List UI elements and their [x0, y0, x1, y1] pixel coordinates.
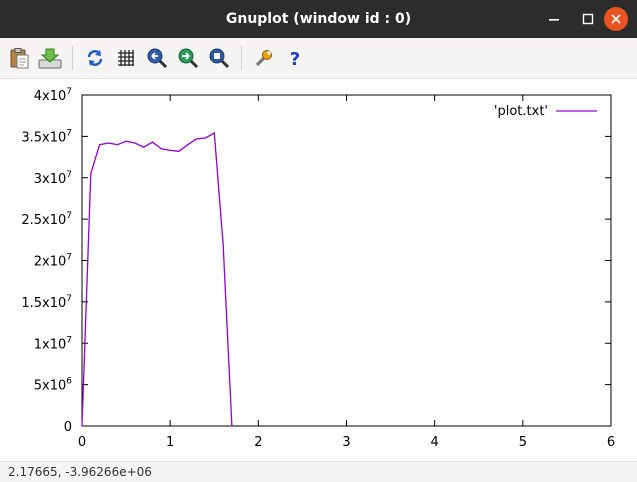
export-download-icon — [38, 48, 62, 69]
x-tick-label: 1 — [166, 435, 174, 450]
toolbar-separator — [72, 46, 73, 70]
x-tick-label: 2 — [254, 435, 262, 450]
close-button[interactable] — [604, 7, 628, 31]
series-group — [81, 132, 233, 427]
zoom-next-icon — [178, 48, 199, 69]
minimize-icon — [549, 19, 559, 21]
x-axis: 0 1 2 3 4 5 6 — [78, 95, 615, 450]
wrench-icon — [255, 50, 272, 67]
zoom-previous-button[interactable] — [145, 46, 169, 70]
maximize-button[interactable] — [578, 9, 598, 29]
data-point — [222, 243, 224, 245]
refresh-icon — [87, 50, 103, 66]
x-tick-label: 0 — [78, 435, 86, 450]
y-tick-label: 1.5x107 — [21, 294, 72, 311]
autoscale-icon — [209, 48, 230, 69]
data-point — [143, 146, 145, 148]
data-point — [178, 150, 180, 152]
data-point — [90, 173, 92, 175]
zoom-previous-icon — [147, 48, 168, 69]
data-point — [231, 425, 233, 427]
copy-to-clipboard-button[interactable] — [7, 46, 31, 70]
y-tick-label: 3x107 — [34, 170, 72, 187]
mouse-coordinates: 2.17665, -3.96266e+06 — [8, 465, 152, 479]
y-tick-label: 4x107 — [34, 87, 72, 104]
help-icon: ? — [290, 49, 300, 68]
data-point — [151, 141, 154, 143]
data-point — [213, 132, 215, 134]
data-point — [187, 144, 189, 146]
series-line — [81, 132, 233, 427]
data-point — [81, 425, 83, 427]
data-point — [107, 142, 110, 144]
title-bar: Gnuplot (window id : 0) — [0, 0, 637, 38]
y-tick-label: 1x107 — [34, 335, 72, 352]
y-tick-label: 5x106 — [34, 377, 73, 394]
toolbar-separator — [241, 46, 242, 70]
minimize-button[interactable] — [544, 9, 564, 29]
x-tick-label: 3 — [342, 435, 350, 450]
data-point — [169, 149, 171, 152]
y-axis: 0 5x106 1x107 1.5x107 2x107 2.5x107 3x107 3.5x1… — [21, 87, 611, 435]
data-point — [160, 148, 162, 150]
status-bar: 2.17665, -3.96266e+06 — [0, 461, 637, 482]
grid-icon — [118, 50, 134, 66]
replot-button[interactable] — [83, 46, 107, 70]
y-tick-label: 2.5x107 — [21, 211, 72, 228]
data-point — [134, 142, 136, 144]
data-point — [99, 144, 101, 146]
y-tick-label: 3.5x107 — [21, 128, 72, 145]
plot-area[interactable]: 0 5x106 1x107 1.5x107 2x107 2.5x107 3x107 3.5x1… — [0, 79, 637, 461]
legend-label: 'plot.txt' — [494, 104, 548, 119]
window-title: Gnuplot (window id : 0) — [225, 11, 412, 27]
y-tick-label: 0 — [64, 420, 72, 435]
settings-button[interactable] — [252, 46, 276, 70]
toolbar: ? — [0, 38, 637, 79]
clipboard-icon — [10, 48, 29, 69]
x-tick-label: 4 — [431, 435, 439, 450]
data-point — [125, 140, 127, 142]
grid-button[interactable] — [114, 46, 138, 70]
data-point — [116, 144, 118, 146]
data-point — [204, 137, 207, 139]
x-tick-label: 6 — [607, 435, 615, 450]
legend: 'plot.txt' — [494, 104, 597, 119]
svg-text:?: ? — [290, 49, 300, 68]
y-tick-label: 2x107 — [34, 253, 72, 270]
x-tick-label: 5 — [519, 435, 527, 450]
plot-canvas[interactable]: 0 5x106 1x107 1.5x107 2x107 2.5x107 3x107 3.5x1… — [0, 79, 637, 461]
export-button[interactable] — [38, 46, 62, 70]
zoom-next-button[interactable] — [176, 46, 200, 70]
data-point — [196, 138, 198, 140]
help-button[interactable]: ? — [283, 46, 307, 70]
autoscale-button[interactable] — [207, 46, 231, 70]
maximize-icon — [582, 13, 594, 25]
plot-border — [81, 94, 612, 427]
close-icon — [611, 14, 621, 24]
